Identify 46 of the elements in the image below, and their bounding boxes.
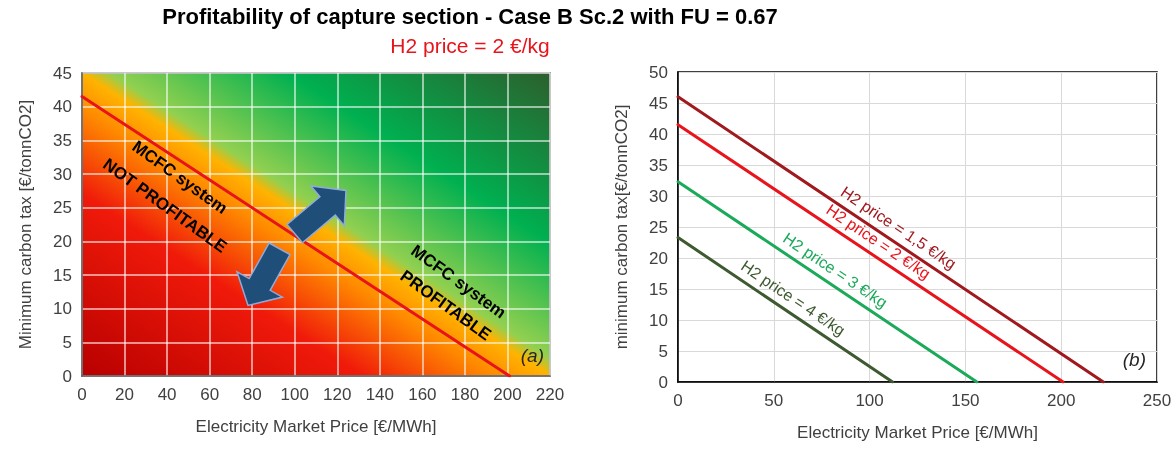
- x-tick-label: 100: [280, 385, 309, 404]
- x-tick-label: 150: [951, 391, 980, 410]
- x-tick-label: 0: [673, 391, 683, 410]
- y-tick-label: 15: [53, 265, 72, 285]
- y-tick-label: 10: [649, 310, 668, 330]
- y-tick-label: 15: [649, 279, 668, 299]
- x-tick-label: 0: [77, 385, 87, 404]
- x-tick-label: 250: [1142, 391, 1172, 410]
- x-tick-label: 160: [408, 385, 437, 404]
- y-axis-title: Minimum carbon tax [€/tonnCO2]: [16, 99, 35, 350]
- annotation: (b): [1122, 349, 1147, 370]
- y-tick-label: 30: [53, 164, 72, 184]
- x-tick-label: 200: [493, 385, 522, 404]
- chart-subtitle: H2 price = 2 €/kg: [389, 34, 551, 58]
- y-tick-label: 40: [649, 124, 668, 144]
- chart-title: Profitability of capture section - Case B Sc.2 with FU = 0.67: [161, 4, 779, 30]
- x-tick-label: 20: [115, 385, 135, 404]
- x-tick-label: 220: [535, 385, 565, 404]
- y-tick-label: 35: [649, 155, 668, 175]
- y-tick-label: 35: [53, 130, 72, 150]
- x-axis-title: Electricity Market Price [€/MWh]: [195, 417, 437, 436]
- y-axis-title: minimum carbon tax[€/tonnCO2]: [612, 104, 631, 350]
- y-tick-label: 25: [53, 198, 72, 218]
- y-tick-label: 10: [53, 299, 72, 319]
- x-tick-label: 40: [157, 385, 177, 404]
- y-tick-label: 45: [53, 63, 72, 83]
- x-axis-title: Electricity Market Price [€/MWh]: [797, 423, 1038, 442]
- x-tick-label: 50: [764, 391, 784, 410]
- x-tick-label: 60: [200, 385, 220, 404]
- y-tick-label: 50: [649, 62, 668, 82]
- y-tick-label: 20: [649, 248, 668, 268]
- y-tick-label: 20: [53, 231, 72, 251]
- x-tick-label: 140: [365, 385, 395, 404]
- x-tick-label: 100: [855, 391, 884, 410]
- y-tick-label: 40: [53, 97, 72, 117]
- y-tick-label: 45: [649, 93, 668, 113]
- x-tick-label: 80: [242, 385, 262, 404]
- annotation: (a): [520, 345, 545, 366]
- y-tick-label: 30: [649, 186, 668, 206]
- y-tick-label: 5: [62, 332, 72, 352]
- x-tick-label: 120: [323, 385, 352, 404]
- y-tick-label: 5: [658, 341, 668, 361]
- y-tick-label: 0: [62, 366, 72, 386]
- x-tick-label: 180: [450, 385, 480, 404]
- y-tick-label: 25: [649, 217, 668, 237]
- x-tick-label: 200: [1047, 391, 1076, 410]
